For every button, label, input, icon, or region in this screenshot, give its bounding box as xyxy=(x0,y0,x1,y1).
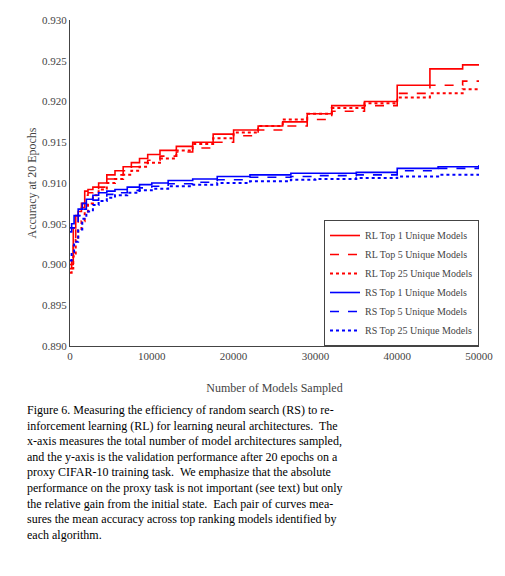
svg-text:0.910: 0.910 xyxy=(42,177,67,189)
svg-text:0.925: 0.925 xyxy=(42,55,67,67)
svg-text:RL Top 1 Unique Models: RL Top 1 Unique Models xyxy=(365,230,467,241)
svg-text:0.920: 0.920 xyxy=(42,95,67,107)
svg-text:40000: 40000 xyxy=(383,350,411,362)
svg-text:0: 0 xyxy=(67,350,73,362)
svg-text:RL Top 5 Unique Models: RL Top 5 Unique Models xyxy=(365,249,467,260)
svg-text:50000: 50000 xyxy=(465,350,493,362)
svg-text:0.900: 0.900 xyxy=(42,258,67,270)
svg-text:10000: 10000 xyxy=(138,350,166,362)
svg-text:RS Top 5 Unique Models: RS Top 5 Unique Models xyxy=(365,306,467,317)
svg-text:RS Top 1 Unique Models: RS Top 1 Unique Models xyxy=(365,287,467,298)
svg-text:0.890: 0.890 xyxy=(42,340,67,352)
svg-text:RS Top 25 Unique Models: RS Top 25 Unique Models xyxy=(365,325,472,336)
svg-text:RL Top 25 Unique Models: RL Top 25 Unique Models xyxy=(365,268,472,279)
svg-text:0.930: 0.930 xyxy=(42,14,67,26)
svg-text:0.895: 0.895 xyxy=(42,299,67,311)
svg-text:0.915: 0.915 xyxy=(42,136,67,148)
svg-text:30000: 30000 xyxy=(302,350,330,362)
svg-text:Accuracy at 20 Epochs: Accuracy at 20 Epochs xyxy=(25,127,39,238)
svg-text:Number of Models Sampled: Number of Models Sampled xyxy=(206,381,342,395)
svg-text:0.905: 0.905 xyxy=(42,218,67,230)
svg-text:Figure 6. Measuring the effici: Figure 6. Measuring the efficiency of ra… xyxy=(27,403,343,542)
svg-text:20000: 20000 xyxy=(220,350,248,362)
